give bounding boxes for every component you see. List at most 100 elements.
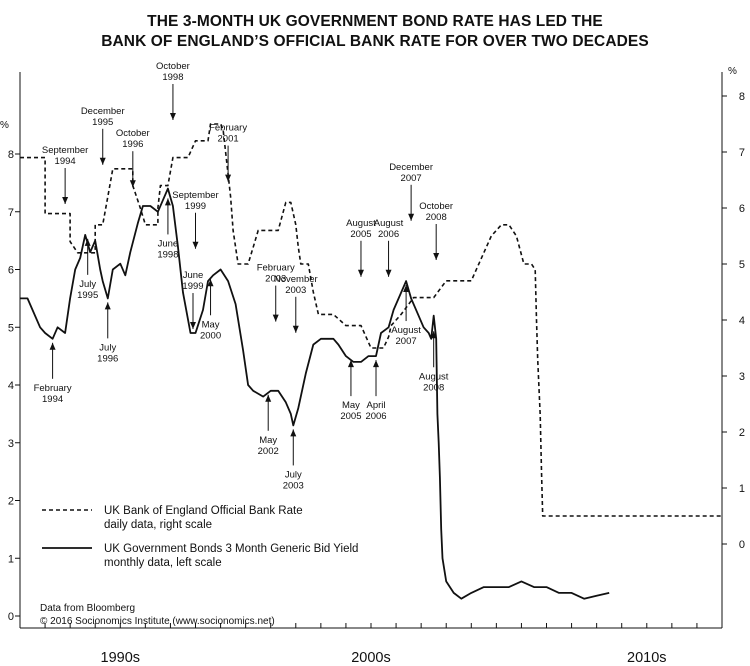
annotation-label: 1998: [157, 249, 178, 260]
legend-bond-yield-subtitle: monthly data, left scale: [104, 557, 222, 569]
annotation-arrow-head: [84, 238, 91, 246]
annotation-label: September: [42, 145, 88, 156]
annotation-arrow-head: [347, 360, 354, 368]
annotation-arrow-head: [207, 279, 214, 287]
right-tick-label: 5: [739, 259, 745, 271]
x-tick-label: 2000s: [351, 650, 391, 666]
annotation-arrow-head: [129, 180, 136, 188]
series-bond-yield-line: [20, 187, 610, 600]
left-tick-label: 7: [8, 207, 14, 219]
annotation-label: February: [209, 123, 247, 134]
annotation-label: 1996: [97, 353, 118, 364]
annotation-label: December: [389, 162, 433, 173]
left-axis: 0 1 2 3 4 5 6 7 8%: [0, 120, 20, 623]
series-group: [20, 123, 722, 600]
x-tick-label: 1990s: [101, 650, 141, 666]
right-tick-label: 7: [739, 147, 745, 159]
legend-bank-rate-name: UK Bank of England Official Bank Rate: [104, 505, 303, 517]
annotation-label: 2007: [401, 173, 422, 184]
annotation-label: 1995: [92, 117, 113, 128]
left-tick-label: 4: [8, 380, 14, 392]
annotation-label: July: [285, 469, 302, 480]
annotation-arrow-head: [104, 302, 111, 310]
annotation-label: June: [183, 270, 204, 281]
annotation-arrow-head: [373, 360, 380, 368]
right-axis: 0 1 2 3 4 5 6 7 8%: [722, 66, 745, 551]
chart-title-line-2: BANK OF ENGLAND’S OFFICIAL BANK RATE FOR…: [101, 33, 649, 50]
left-tick-label: 1: [8, 553, 14, 565]
series-bank-rate-line: [20, 123, 722, 517]
annotation-label: 2005: [340, 411, 361, 422]
annotation-arrow-head: [357, 269, 364, 277]
annotation-label: 2003: [283, 480, 304, 491]
chart-title: THE 3-MONTH UK GOVERNMENT BOND RATE HAS …: [0, 12, 750, 52]
annotation-label: 2000: [200, 330, 221, 341]
source-line-1: Data from Bloomberg: [40, 603, 135, 614]
annotation-arrow-head: [169, 113, 176, 120]
annotation-label: October: [419, 201, 453, 212]
annotation-arrow-head: [385, 269, 392, 277]
annotation-arrow-head: [189, 322, 196, 330]
right-axis-unit: %: [728, 66, 737, 77]
chart-title-line-1: THE 3-MONTH UK GOVERNMENT BOND RATE HAS …: [147, 13, 603, 30]
annotation-label: May: [342, 400, 360, 411]
annotation-label: 2007: [396, 336, 417, 347]
annotation-label: July: [99, 342, 116, 353]
annotation-label: 2003: [285, 285, 306, 296]
annotation-label: November: [274, 274, 318, 285]
annotation-label: 2005: [350, 229, 371, 240]
source-note: Data from Bloomberg © 2016 Socionomics In…: [40, 603, 275, 627]
annotation-label: 2008: [426, 212, 447, 223]
annotation-arrow-head: [99, 157, 106, 165]
source-line-2: © 2016 Socionomics Institute (www.socion…: [40, 616, 275, 627]
annotation-label: May: [259, 435, 277, 446]
x-tick-label: 2010s: [627, 650, 667, 666]
annotation-arrow-head: [164, 198, 171, 206]
annotation-arrow-head: [265, 394, 272, 402]
annotation-label: 2003: [265, 274, 286, 285]
annotation-label: August: [419, 371, 449, 382]
left-tick-label: 2: [8, 496, 14, 508]
annotation-arrow-head: [62, 197, 69, 204]
annotation-label: February: [34, 383, 72, 394]
annotation-label: October: [156, 61, 190, 72]
annotation-arrow-head: [192, 241, 199, 249]
annotation-label: December: [81, 106, 125, 117]
annotation-label: 1996: [122, 139, 143, 150]
annotation-label: 1998: [162, 72, 183, 83]
annotation-label: 2006: [365, 411, 386, 422]
annotation-label: October: [116, 128, 150, 139]
annotation-label: 2002: [258, 446, 279, 457]
right-tick-label: 0: [739, 539, 745, 551]
right-tick-label: 8: [739, 91, 745, 103]
legend-bond-yield-name: UK Government Bonds 3 Month Generic Bid …: [104, 543, 358, 555]
legend: UK Bank of England Official Bank Rate dai…: [42, 505, 358, 569]
annotation-label: April: [367, 400, 386, 411]
annotation-label: August: [391, 325, 421, 336]
left-tick-label: 6: [8, 265, 14, 277]
left-tick-label: 8: [8, 149, 14, 161]
annotation-arrow-head: [408, 213, 415, 221]
annotation-arrow-head: [403, 285, 410, 293]
left-tick-label: 3: [8, 438, 14, 450]
annotation-label: 1999: [185, 201, 206, 212]
annotation-label: 1994: [42, 394, 63, 405]
annotation-label: September: [172, 190, 218, 201]
annotation-label: August: [346, 218, 376, 229]
right-tick-label: 3: [739, 371, 745, 383]
left-tick-label: 5: [8, 322, 14, 334]
annotation-arrow-head: [272, 314, 279, 322]
annotation-arrow-head: [290, 429, 297, 437]
annotation-label: 2008: [423, 382, 444, 393]
annotation-label: June: [158, 238, 179, 249]
annotation-arrow-head: [292, 325, 299, 333]
annotation-arrow-head: [430, 331, 437, 339]
annotation-label: May: [202, 319, 220, 330]
left-tick-label: 0: [8, 611, 14, 623]
annotation-label: August: [374, 218, 404, 229]
right-tick-label: 4: [739, 315, 745, 327]
annotation-label: 1999: [182, 281, 203, 292]
annotation-label: February: [257, 263, 295, 274]
annotation-label: July: [79, 279, 96, 290]
annotation-arrow-head: [225, 174, 232, 182]
